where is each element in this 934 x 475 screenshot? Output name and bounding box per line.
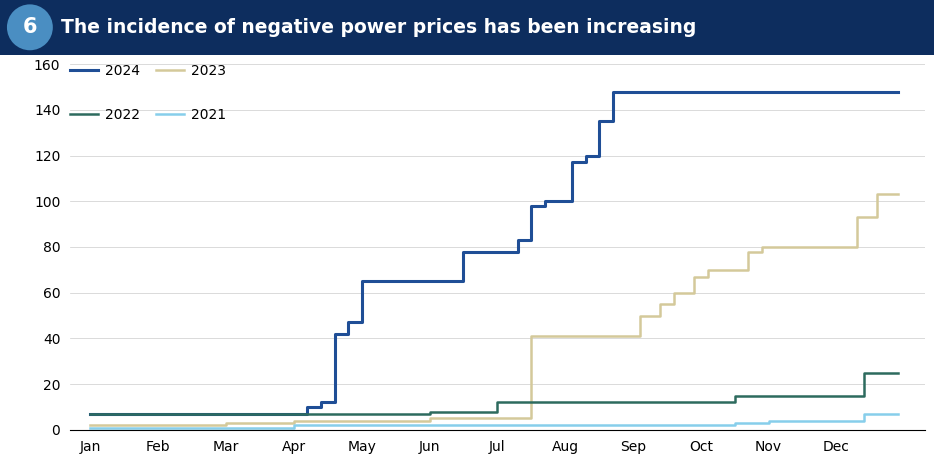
2024: [634, 89, 645, 95]
2022: [831, 393, 842, 399]
2021: [858, 411, 870, 417]
2021: [763, 418, 774, 424]
2021: [797, 418, 808, 424]
2024: [329, 331, 340, 337]
2023: [790, 244, 801, 250]
2024: [892, 89, 903, 95]
2023: [356, 418, 367, 424]
Line: 2021: 2021: [91, 414, 898, 428]
2021: [85, 425, 96, 430]
2022: [729, 393, 741, 399]
2022: [356, 411, 367, 417]
2024: [390, 278, 402, 284]
2024: [566, 160, 577, 165]
2021: [831, 418, 842, 424]
2023: [620, 333, 631, 339]
2022: [152, 411, 163, 417]
2023: [702, 267, 714, 273]
2024: [356, 278, 367, 284]
2021: [424, 422, 435, 428]
2022: [220, 411, 232, 417]
2023: [892, 191, 903, 197]
Legend: 2022, 2021: 2022, 2021: [70, 108, 226, 122]
2024: [187, 411, 198, 417]
2023: [152, 422, 163, 428]
2024: [343, 320, 354, 325]
Text: The incidence of negative power prices has been increasing: The incidence of negative power prices h…: [61, 18, 696, 37]
2023: [722, 267, 733, 273]
2022: [424, 408, 435, 414]
2021: [289, 422, 300, 428]
2021: [220, 425, 232, 430]
2021: [892, 411, 903, 417]
2024: [424, 278, 435, 284]
Line: 2023: 2023: [91, 194, 898, 425]
Text: 6: 6: [22, 17, 37, 38]
2024: [119, 411, 130, 417]
2024: [85, 411, 96, 417]
2021: [628, 422, 639, 428]
2024: [302, 404, 313, 410]
2024: [492, 249, 503, 255]
2024: [539, 199, 550, 204]
2024: [648, 89, 659, 95]
Line: 2022: 2022: [91, 373, 898, 414]
2021: [152, 425, 163, 430]
2024: [607, 89, 618, 95]
Line: 2024: 2024: [91, 92, 898, 414]
2022: [892, 370, 903, 376]
2024: [526, 203, 537, 209]
2024: [458, 249, 469, 255]
2022: [85, 411, 96, 417]
2024: [220, 411, 232, 417]
2021: [559, 422, 571, 428]
2021: [695, 422, 706, 428]
2024: [289, 411, 300, 417]
2024: [553, 199, 564, 204]
2023: [851, 214, 862, 220]
2021: [356, 422, 367, 428]
2023: [871, 191, 883, 197]
Ellipse shape: [7, 4, 53, 50]
2024: [593, 118, 604, 124]
2023: [817, 244, 828, 250]
2024: [316, 399, 327, 405]
2022: [289, 411, 300, 417]
2022: [858, 370, 870, 376]
2023: [743, 249, 754, 255]
2023: [580, 333, 591, 339]
2023: [424, 416, 435, 421]
2022: [797, 393, 808, 399]
2024: [512, 238, 523, 243]
2024: [580, 153, 591, 159]
2023: [757, 244, 768, 250]
2023: [668, 290, 679, 295]
2023: [289, 418, 300, 424]
2023: [655, 301, 666, 307]
2022: [695, 399, 706, 405]
2022: [628, 399, 639, 405]
2023: [559, 333, 571, 339]
2023: [85, 422, 96, 428]
2021: [729, 420, 741, 426]
2023: [601, 333, 612, 339]
2023: [770, 244, 781, 250]
2023: [831, 244, 842, 250]
2021: [492, 422, 503, 428]
2022: [458, 408, 469, 414]
2023: [634, 313, 645, 318]
2024: [620, 89, 631, 95]
2023: [492, 416, 503, 421]
2024: [152, 411, 163, 417]
2023: [526, 333, 537, 339]
2022: [763, 393, 774, 399]
2023: [220, 420, 232, 426]
2022: [492, 399, 503, 405]
2024: [370, 278, 381, 284]
2022: [559, 399, 571, 405]
2023: [688, 274, 700, 280]
2024: [254, 411, 265, 417]
